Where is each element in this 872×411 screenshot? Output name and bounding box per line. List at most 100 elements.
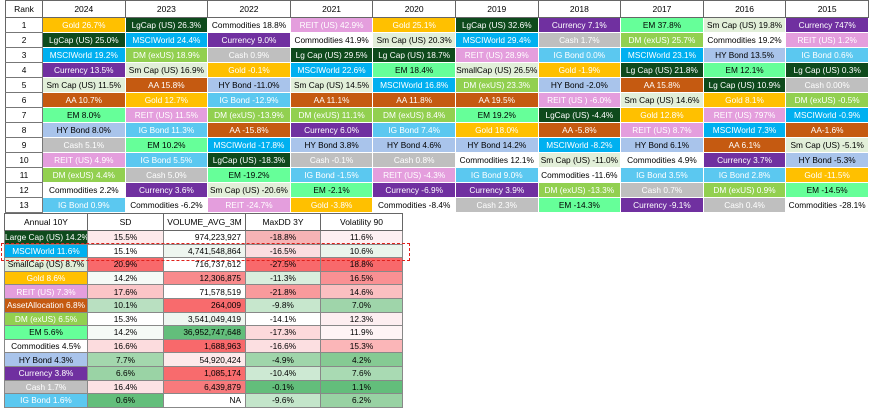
asset-label: REIT (US) 7.3% bbox=[4, 284, 88, 299]
return-cell-ig: IG Bond 9.0% bbox=[454, 167, 539, 183]
return-cell-dm: DM (exUS) -13.3% bbox=[537, 182, 622, 198]
return-cell-cur: Currency 9.0% bbox=[207, 32, 291, 48]
rank-number: 6 bbox=[5, 92, 43, 108]
return-cell-msci: MSCIWorld -17.8% bbox=[207, 137, 291, 153]
volume-value: 716,737,612 bbox=[163, 257, 246, 272]
return-cell-sm: Sm Cap (US) 11.5% bbox=[42, 77, 126, 93]
volume-value: 54,920,424 bbox=[163, 352, 246, 367]
year-header-2018: 2018 bbox=[537, 0, 622, 18]
return-cell-gold: Gold -0.1% bbox=[207, 62, 291, 78]
rank-number: 10 bbox=[5, 152, 43, 168]
return-cell-ig: IG Bond 0.0% bbox=[537, 47, 622, 63]
return-cell-em: EM 8.0% bbox=[42, 107, 126, 123]
return-cell-com: Commodities -11.6% bbox=[537, 167, 622, 183]
return-cell-cash: Cash 0.7% bbox=[620, 182, 704, 198]
maxdd-value: -18.8% bbox=[245, 230, 321, 245]
rank-number: 9 bbox=[5, 137, 43, 153]
return-cell-gold: Gold -3.8% bbox=[289, 197, 374, 213]
return-cell-lg: LgCap (US) 25.0% bbox=[42, 32, 126, 48]
asset-label: Gold 8.6% bbox=[4, 270, 88, 286]
volume-value: NA bbox=[163, 393, 246, 408]
stats-row: Cash 1.7% 16.4% 6,439,879 -0.1% 1.1% bbox=[4, 379, 403, 395]
return-cell-reit: REIT (US) 1.2% bbox=[785, 32, 869, 48]
maxdd-value: -0.1% bbox=[245, 379, 321, 395]
return-cell-aa: AA-1.6% bbox=[785, 122, 869, 138]
return-cell-reit: REIT (US) 11.5% bbox=[124, 107, 209, 123]
rank-number: 2 bbox=[5, 32, 43, 48]
return-cell-cash: Cash 2.3% bbox=[454, 197, 539, 213]
return-cell-reit: REIT (US) 4.9% bbox=[42, 152, 126, 168]
sd-value: 6.6% bbox=[87, 365, 164, 381]
return-cell-em: EM -2.1% bbox=[289, 182, 374, 198]
rank-number: 5 bbox=[5, 77, 43, 93]
volatility-value: 12.3% bbox=[320, 311, 403, 327]
rank-row: 5 Sm Cap (US) 11.5% AA 15.8% HY Bond -11.0%… bbox=[5, 77, 869, 93]
maxdd-value: -21.8% bbox=[245, 284, 321, 299]
volatility-value: 7.6% bbox=[320, 365, 403, 381]
return-cell-com: Commodities 2.2% bbox=[42, 182, 126, 198]
return-cell-com: Commodities -28.1% bbox=[785, 197, 869, 213]
return-cell-dm: DM (exUS) 23.3% bbox=[454, 77, 539, 93]
return-cell-reit: REIT (US) 8.7% bbox=[620, 122, 704, 138]
return-cell-em: EM -14.5% bbox=[785, 182, 869, 198]
return-cell-hy: HY Bond -2.0% bbox=[537, 77, 622, 93]
return-cell-ig: IG Bond -12.9% bbox=[207, 92, 291, 108]
return-cell-lg: Lg Cap (US) 29.5% bbox=[289, 47, 374, 63]
return-cell-hy: HY Bond 13.5% bbox=[702, 47, 787, 63]
volatility-value: 4.2% bbox=[320, 352, 403, 367]
sd-value: 16.6% bbox=[87, 338, 164, 354]
volatility-value: 14.6% bbox=[320, 284, 403, 299]
return-cell-aa: AA 15.8% bbox=[124, 77, 209, 93]
rank-row: 12 Commodities 2.2% Currency 3.6% Sm Cap (U… bbox=[5, 182, 869, 198]
asset-label: IG Bond 1.6% bbox=[4, 393, 88, 408]
return-cell-hy: HY Bond 6.1% bbox=[620, 137, 704, 153]
sd-value: 14.2% bbox=[87, 325, 164, 340]
return-cell-sm: Sm Cap (US) 20.3% bbox=[372, 32, 456, 48]
return-cell-dm: DM (exUS) 4.4% bbox=[42, 167, 126, 183]
rank-row: 8 HY Bond 8.0% IG Bond 11.3% AA -15.8% Curre… bbox=[5, 122, 869, 138]
volatility-value: 16.5% bbox=[320, 270, 403, 286]
return-cell-sm: Sm Cap (US) -20.6% bbox=[207, 182, 291, 198]
return-cell-gold: Gold 8.1% bbox=[702, 92, 787, 108]
maxdd-value: -17.3% bbox=[245, 325, 321, 340]
return-cell-com: Commodities 19.2% bbox=[702, 32, 787, 48]
stats-row: AssetAllocation 6.8% 10.1% 264,009 -9.8% 7.0… bbox=[4, 297, 403, 313]
return-cell-reit: REIT (US) 797% bbox=[702, 107, 787, 123]
returns-header-row: Rank 2024 2023 2022 2021 2020 2019 2018 2017 201… bbox=[5, 0, 869, 18]
return-cell-ig: IG Bond 0.9% bbox=[42, 197, 126, 213]
rank-number: 1 bbox=[5, 17, 43, 33]
stats-row: Commodities 4.5% 16.6% 1,688,963 -16.6% 15.3… bbox=[4, 338, 403, 354]
return-cell-hy: HY Bond 4.6% bbox=[372, 137, 456, 153]
return-cell-cur: Currency 747% bbox=[785, 17, 869, 33]
return-cell-hy: HY Bond -11.0% bbox=[207, 77, 291, 93]
asset-label: Commodities 4.5% bbox=[4, 338, 88, 354]
rank-number: 11 bbox=[5, 167, 43, 183]
return-cell-cash: Cash 0.4% bbox=[702, 197, 787, 213]
return-cell-cur: Currency -9.1% bbox=[620, 197, 704, 213]
rank-row: 10 REIT (US) 4.9% IG Bond 5.5% LgCap (US) -… bbox=[5, 152, 869, 168]
rank-row: 13 IG Bond 0.9% Commodities -6.2% REIT -24.… bbox=[5, 197, 869, 213]
rank-row: 1 Gold 26.7% LgCap (US) 26.3% Commodities 1… bbox=[5, 17, 869, 33]
return-cell-ig: IG Bond -1.5% bbox=[289, 167, 374, 183]
year-header-2016: 2016 bbox=[702, 0, 787, 18]
volume-value: 1,688,963 bbox=[163, 338, 246, 354]
rank-row: 3 MSCIWorld 19.2% DM (exUS) 18.9% Cash 0.9%… bbox=[5, 47, 869, 63]
asset-label: MSCIWorld 11.6% bbox=[4, 243, 88, 259]
maxdd-value: -9.6% bbox=[245, 393, 321, 408]
volatility-value: 10.6% bbox=[320, 243, 403, 259]
return-cell-msci: MSCIWorld -8.2% bbox=[537, 137, 622, 153]
return-cell-lg: LgCap (US) -18.3% bbox=[207, 152, 291, 168]
return-cell-em: EM -19.2% bbox=[207, 167, 291, 183]
stats-row: Gold 8.6% 14.2% 12,306,875 -11.3% 16.5% bbox=[4, 270, 403, 286]
volume-value: 12,306,875 bbox=[163, 270, 246, 286]
return-cell-em: EM 10.2% bbox=[124, 137, 209, 153]
year-header-2020: 2020 bbox=[372, 0, 456, 18]
asset-label: SmallCap (US) 8.7% bbox=[4, 257, 88, 272]
return-cell-sm: Sm Cap (US) -11.0% bbox=[537, 152, 622, 168]
return-cell-com: Commodities 41.9% bbox=[289, 32, 374, 48]
return-cell-lg: Lg Cap (US) 18.7% bbox=[372, 47, 456, 63]
sd-value: 14.2% bbox=[87, 270, 164, 286]
sd-value: 0.6% bbox=[87, 393, 164, 408]
volatility-value: 7.0% bbox=[320, 297, 403, 313]
return-cell-dm: DM (exUS) 8.4% bbox=[372, 107, 456, 123]
